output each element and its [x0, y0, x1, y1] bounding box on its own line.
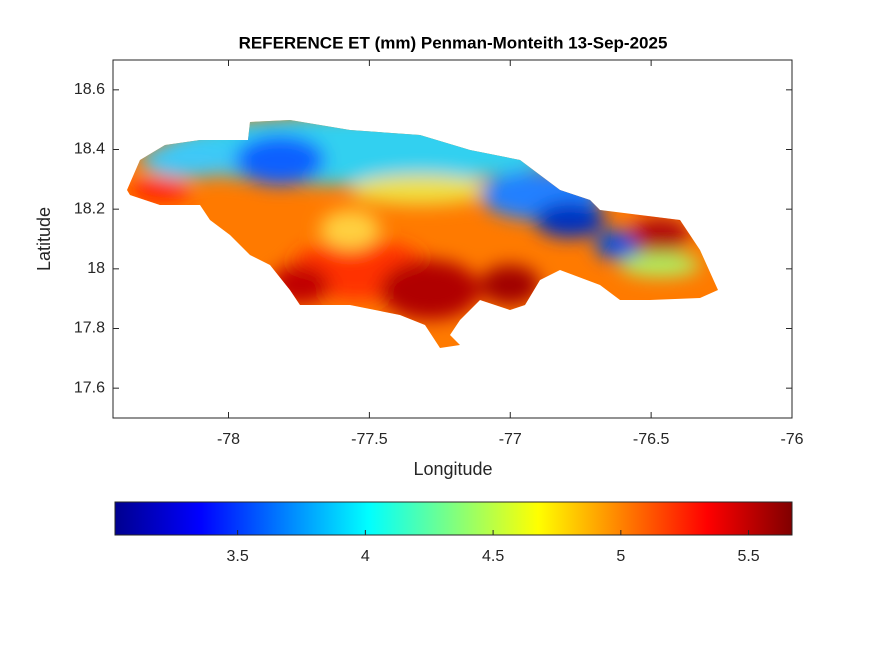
- x-tick-label: -77.5: [351, 431, 388, 448]
- x-tick-label: -77: [499, 431, 522, 448]
- y-tick-label: 18: [87, 260, 105, 277]
- x-tick-label: -76: [780, 431, 803, 448]
- x-tick-label: -78: [217, 431, 240, 448]
- colorbar-tick-label: 5: [616, 548, 625, 565]
- x-tick-label: -76.5: [633, 431, 670, 448]
- colorbar-tick-label: 4: [361, 548, 370, 565]
- chart-title: REFERENCE ET (mm) Penman-Monteith 13-Sep…: [239, 33, 668, 52]
- y-tick-label: 18.2: [74, 200, 105, 217]
- x-axis-label: Longitude: [413, 459, 492, 479]
- y-tick-label: 18.4: [74, 141, 105, 158]
- colorbar-tick-label: 5.5: [737, 548, 759, 565]
- colorbar: [114, 501, 793, 536]
- y-tick-label: 17.8: [74, 320, 105, 337]
- y-axis-label: Latitude: [34, 207, 54, 271]
- colorbar-tick-label: 3.5: [227, 548, 249, 565]
- y-tick-label: 17.6: [74, 379, 105, 396]
- colorbar-tick-label: 4.5: [482, 548, 504, 565]
- y-tick-label: 18.6: [74, 81, 105, 98]
